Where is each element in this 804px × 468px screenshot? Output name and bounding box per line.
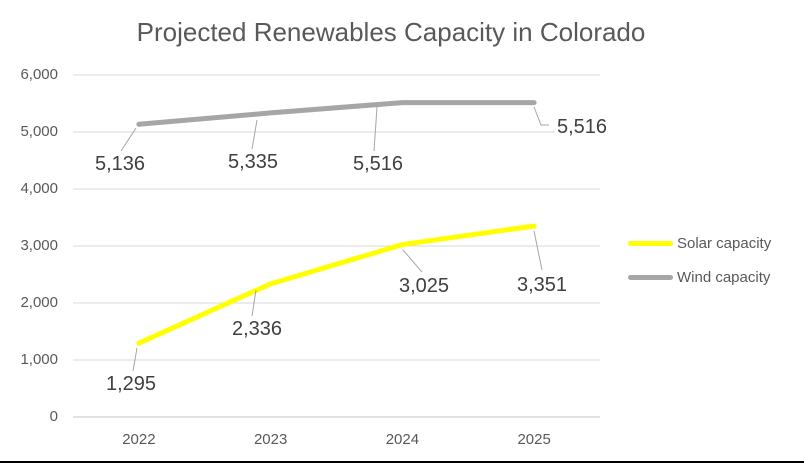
data-label-leader-line (533, 106, 549, 126)
y-tick-label: 3,000 (20, 237, 58, 254)
y-tick-label: 5,000 (20, 123, 58, 140)
data-label-leader-line (251, 289, 257, 317)
y-tick-label: 2,000 (20, 294, 58, 311)
data-label-text: 2,336 (231, 318, 283, 340)
x-tick-label: 2022 (122, 431, 156, 448)
y-tick-label: 0 (49, 408, 58, 425)
data-label-leader-line (402, 249, 423, 273)
data-label: 3,025 (376, 274, 472, 298)
data-label-text: 1,295 (105, 373, 157, 395)
data-label: 1,295 (83, 372, 179, 396)
data-label-leader-line (533, 230, 543, 271)
data-label: 3,351 (494, 273, 590, 297)
data-label-text: 3,025 (398, 275, 450, 297)
data-label: 5,335 (205, 150, 301, 174)
legend-label: Wind capacity (677, 268, 771, 286)
data-label-text: 5,516 (554, 115, 610, 139)
data-label-leader-line (120, 127, 137, 152)
data-label-leader-line (373, 106, 378, 152)
data-label: 5,516 (330, 152, 426, 176)
data-label-text: 5,136 (94, 153, 146, 175)
x-tick-label: 2025 (517, 431, 551, 448)
data-label-text: 3,351 (516, 274, 568, 296)
data-label: 2,336 (209, 317, 305, 341)
legend: Solar capacity Wind capacity (628, 233, 771, 301)
y-tick-label: 1,000 (20, 351, 58, 368)
data-label-leader-line (251, 119, 258, 150)
wind-capacity-line (136, 100, 537, 127)
chart-title: Projected Renewables Capacity in Colorad… (136, 17, 646, 47)
legend-item-wind-capacity: Wind capacity (628, 267, 771, 287)
legend-swatch-line (628, 274, 673, 280)
legend-swatch-line (628, 240, 673, 246)
legend-item-solar-capacity: Solar capacity (628, 233, 771, 253)
x-tick-label: 2024 (385, 431, 420, 448)
solar-capacity-line (136, 223, 537, 346)
data-label-text: 5,516 (352, 153, 404, 175)
data-label: 5,136 (72, 152, 168, 176)
legend-label: Solar capacity (677, 234, 772, 252)
y-tick-label: 4,000 (20, 180, 58, 197)
data-label: 5,516 (534, 115, 630, 139)
x-tick-label: 2023 (253, 431, 288, 448)
bottom-border-line (0, 461, 804, 463)
y-tick-label: 6,000 (20, 66, 58, 83)
data-label-leader-line (132, 347, 138, 372)
data-label-text: 5,335 (227, 151, 279, 173)
